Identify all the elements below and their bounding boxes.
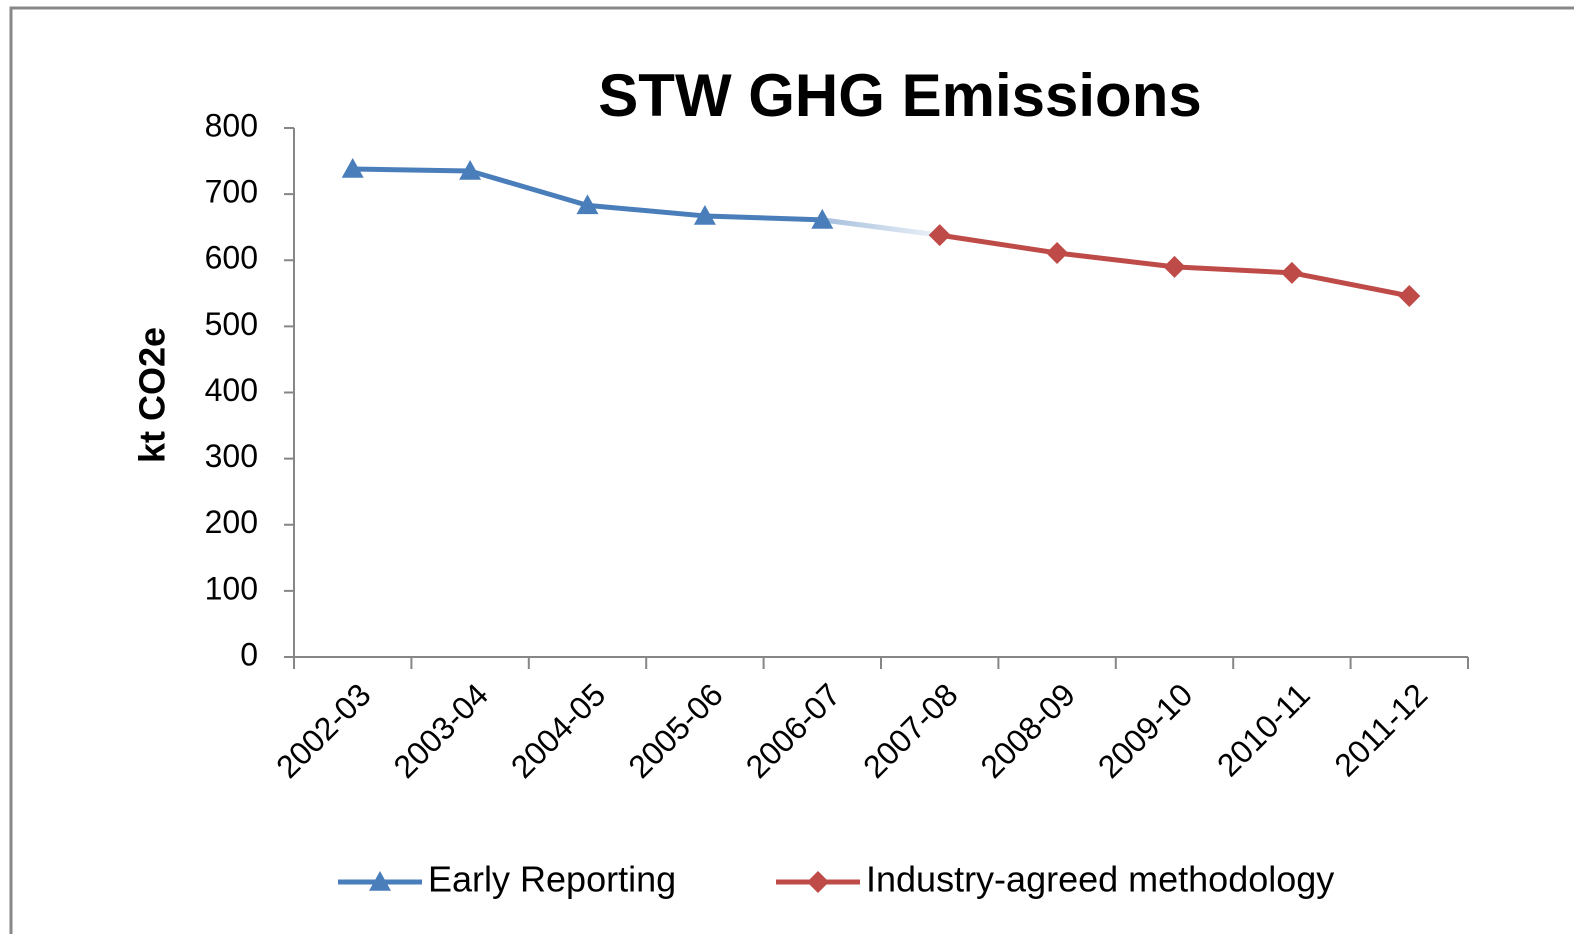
x-tick-label: 2007-08 <box>856 676 964 784</box>
marker <box>807 871 829 893</box>
marker <box>459 159 482 180</box>
y-tick-label: 0 <box>240 636 258 672</box>
x-tick-label: 2010-11 <box>1210 676 1317 783</box>
y-axis-label: kt CO2e <box>132 327 173 463</box>
y-tick-label: 200 <box>205 504 258 540</box>
y-tick-label: 100 <box>205 570 258 606</box>
legend-label: Industry-agreed methodology <box>866 859 1334 900</box>
marker <box>811 208 834 229</box>
y-tick-label: 300 <box>205 438 258 474</box>
legend-label: Early Reporting <box>428 859 676 900</box>
x-tick-label: 2008-09 <box>974 676 1082 784</box>
chart-frame <box>9 6 1574 934</box>
marker <box>369 871 391 891</box>
x-tick-label: 2011-12 <box>1327 676 1434 783</box>
y-tick-label: 500 <box>205 306 258 342</box>
marker <box>928 224 951 247</box>
y-tick-label: 600 <box>205 240 258 276</box>
marker <box>1280 261 1303 284</box>
marker <box>341 157 364 178</box>
y-tick-label: 700 <box>205 174 258 210</box>
x-tick-label: 2003-04 <box>387 676 495 784</box>
x-tick-label: 2002-03 <box>269 676 377 784</box>
x-tick-label: 2009-10 <box>1091 676 1199 784</box>
chart-title: STW GHG Emissions <box>598 62 1201 129</box>
connector <box>821 217 941 238</box>
marker <box>1163 255 1186 278</box>
x-tick-label: 2005-06 <box>621 676 729 784</box>
marker <box>1046 241 1069 264</box>
marker <box>576 194 599 215</box>
y-tick-label: 800 <box>205 107 258 143</box>
marker <box>693 204 716 225</box>
x-tick-label: 2006-07 <box>739 676 847 784</box>
y-tick-label: 400 <box>205 372 258 408</box>
x-tick-label: 2004-05 <box>504 676 612 784</box>
marker <box>1398 284 1421 307</box>
